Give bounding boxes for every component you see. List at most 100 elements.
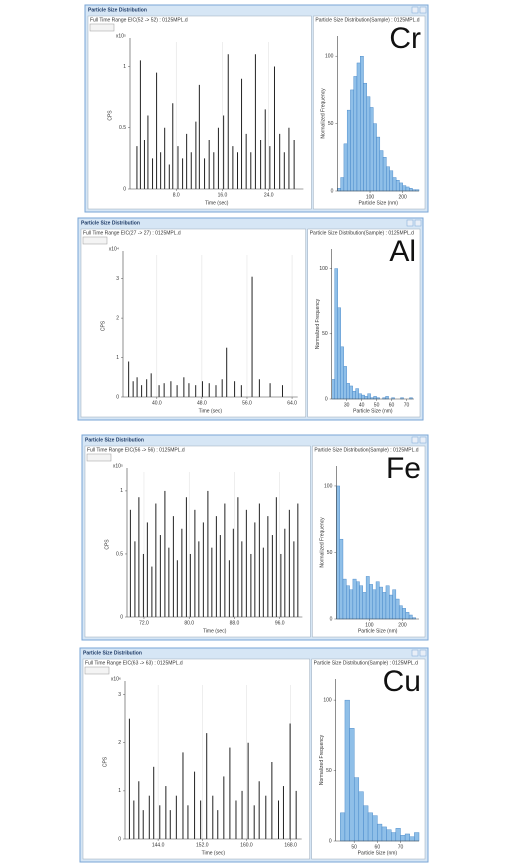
histogram-bar	[340, 812, 346, 842]
histogram-bar	[349, 728, 355, 842]
histogram-bar	[367, 393, 371, 400]
histogram-bar	[362, 592, 367, 620]
histogram-bar	[369, 584, 373, 620]
histogram-bar	[409, 836, 415, 842]
y-axis-label: Normalized Frequency	[320, 517, 326, 568]
histogram-bar	[360, 56, 364, 192]
y-axis-label: Normalized Frequency	[319, 734, 325, 785]
close-button[interactable]	[419, 649, 427, 657]
histogram-bar	[353, 76, 358, 192]
histogram-bar	[352, 578, 357, 620]
histogram-bar	[377, 823, 383, 842]
y-tick-label: 100	[324, 483, 333, 489]
x-tick-label: 152.0	[196, 842, 209, 848]
histogram-bar	[349, 385, 353, 400]
y-axis-label: Normalized Frequency	[321, 88, 327, 139]
y-tick-label: 0	[116, 394, 119, 400]
x-tick-label: 60	[375, 844, 381, 850]
histogram-bar	[346, 383, 350, 400]
x-tick-label: 40	[359, 402, 365, 408]
x-tick-label: 96.0	[275, 620, 285, 626]
histogram-bar	[363, 82, 367, 192]
x-tick-label: 100	[366, 194, 375, 200]
dropdown[interactable]	[86, 453, 112, 462]
y-scale-label: x10⁴	[109, 246, 119, 252]
histogram-bar	[372, 589, 377, 620]
dropdown[interactable]	[89, 23, 115, 32]
y-axis-label: CPS	[100, 320, 106, 331]
x-axis-label: Particle Size (nm)	[358, 200, 398, 206]
histogram-bar	[350, 89, 354, 192]
pin-button[interactable]	[406, 219, 414, 227]
histogram-bar	[392, 589, 397, 620]
x-tick-label: 88.0	[230, 620, 240, 626]
histogram-bar	[385, 396, 389, 400]
dropdown[interactable]	[82, 236, 108, 245]
y-tick-label: 1	[116, 355, 119, 361]
y-tick-label: 0	[120, 614, 123, 620]
histogram-bar	[344, 699, 350, 842]
histogram-bar	[373, 123, 377, 192]
y-tick-label: 50	[322, 331, 328, 337]
close-button[interactable]	[414, 219, 422, 227]
histogram-bar	[385, 585, 390, 620]
histogram-bar	[400, 835, 406, 842]
histogram-bar	[358, 791, 364, 842]
histogram-bar	[355, 388, 359, 400]
close-button[interactable]	[419, 6, 427, 14]
histogram-bar	[414, 832, 420, 842]
histogram-bar	[386, 829, 392, 842]
histogram-bar	[395, 828, 401, 842]
x-axis-label: Time (sec)	[202, 850, 226, 856]
x-axis-label: Particle Size (nm)	[358, 628, 398, 634]
y-tick-label: 2	[116, 315, 119, 321]
histogram-bar	[340, 346, 344, 400]
chart-title: Particle Size Distribution(Sample) : 012…	[315, 17, 419, 23]
chart-title: Particle Size Distribution(Sample) : 012…	[314, 660, 418, 666]
y-tick-label: 2	[118, 740, 121, 746]
element-label: Cu	[383, 665, 421, 698]
histogram-bar	[399, 182, 403, 192]
histogram-bar	[398, 605, 403, 620]
x-tick-label: 100	[365, 622, 374, 628]
y-tick-label: 50	[326, 768, 332, 774]
window-title: Particle Size Distribution	[88, 7, 147, 13]
histogram-bar	[402, 185, 407, 192]
dropdown[interactable]	[84, 666, 110, 675]
histogram-bar	[366, 96, 371, 192]
x-tick-label: 56.0	[242, 400, 252, 406]
close-button[interactable]	[419, 436, 427, 444]
x-tick-label: 8.0	[173, 192, 180, 198]
y-tick-label: 1	[123, 64, 126, 70]
histogram-bar	[346, 109, 351, 192]
histogram-bar	[365, 576, 370, 620]
histogram-bar	[336, 485, 340, 620]
y-scale-label: x10⁵	[116, 33, 126, 39]
chart-title: Full Time Range EIC(56 -> 56) : 0125MPL.…	[87, 447, 185, 453]
histogram-bar	[375, 581, 380, 620]
panel	[307, 228, 421, 418]
y-tick-label: 0.5	[116, 551, 123, 557]
histogram-bar	[409, 188, 413, 192]
x-axis-label: Time (sec)	[199, 408, 223, 414]
histogram-bar	[373, 396, 377, 400]
pin-button[interactable]	[411, 436, 419, 444]
pin-button[interactable]	[411, 649, 419, 657]
histogram-bar	[358, 393, 362, 400]
x-tick-label: 80.0	[184, 620, 194, 626]
x-tick-label: 40.0	[152, 400, 162, 406]
y-tick-label: 100	[325, 54, 334, 60]
histogram-bar	[369, 107, 374, 192]
y-axis-label: CPS	[102, 756, 108, 767]
y-tick-label: 0	[331, 188, 334, 194]
y-tick-label: 3	[118, 692, 121, 698]
y-tick-label: 0	[325, 396, 328, 402]
histogram-bar	[361, 394, 365, 400]
x-tick-label: 30	[344, 402, 350, 408]
pin-button[interactable]	[411, 6, 419, 14]
histogram-bar	[367, 812, 373, 842]
histogram-bar	[405, 186, 410, 192]
x-tick-label: 60	[389, 402, 395, 408]
window-title: Particle Size Distribution	[81, 220, 140, 226]
